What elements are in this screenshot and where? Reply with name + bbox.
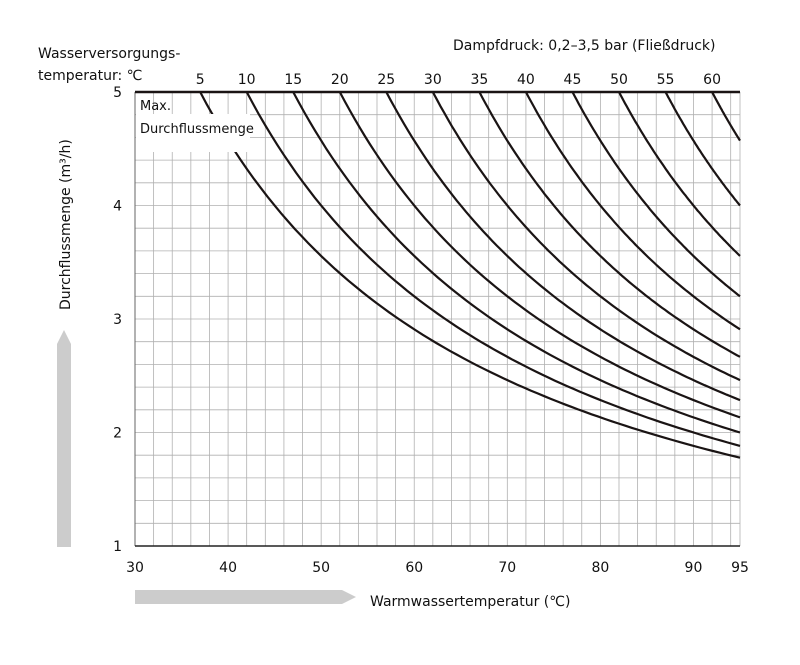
steam-pressure-title: Dampfdruck: 0,2–3,5 bar (Fließdruck)	[453, 38, 715, 54]
y-axis-label: Durchflussmenge (m³/h)	[58, 139, 74, 310]
supply-temp-label: 15	[284, 72, 302, 88]
x-tick-label: 90	[685, 560, 703, 576]
supply-temp-label: 50	[610, 72, 628, 88]
annotation-line1: Max.	[140, 99, 171, 114]
x-tick-label: 40	[219, 560, 237, 576]
supply-temp-label: 10	[238, 72, 256, 88]
supply-temp-label: 30	[424, 72, 442, 88]
y-tick-label: 3	[113, 312, 122, 328]
annotation-line2: Durchflussmenge	[140, 122, 254, 137]
x-tick-label: 80	[591, 560, 609, 576]
supply-temp-label: 55	[657, 72, 675, 88]
x-tick-label: 95	[731, 560, 749, 576]
supply-temp-label: 40	[517, 72, 535, 88]
x-tick-label: 70	[498, 560, 516, 576]
y-tick-label: 4	[113, 199, 122, 215]
y-tick-label: 2	[113, 426, 122, 442]
supply-temp-label: 60	[703, 72, 721, 88]
curve-supply-40	[524, 91, 741, 331]
curve-supply-5	[199, 91, 741, 459]
curve-supply-30	[431, 91, 741, 382]
y-tick-label: 5	[113, 85, 122, 101]
curve-supply-35	[478, 91, 741, 358]
y-tick-label: 1	[113, 539, 122, 555]
x-axis-label: Warmwassertemperatur (℃)	[370, 594, 570, 610]
curve-supply-55	[664, 91, 741, 207]
x-tick-label: 60	[405, 560, 423, 576]
curve-supply-45	[571, 91, 741, 298]
supply-temp-label: 45	[564, 72, 582, 88]
y-axis-arrow-icon	[57, 330, 71, 547]
curve-supply-60	[711, 91, 741, 142]
supply-temp-label: 35	[470, 72, 488, 88]
curve-supply-50	[618, 91, 741, 257]
grid	[135, 92, 741, 546]
curves	[199, 91, 741, 459]
x-axis-arrow-icon	[135, 590, 356, 604]
supply-temp-title-1: Wasserversorgungs-	[38, 46, 180, 62]
supply-temp-title-2: temperatur: ℃	[38, 68, 142, 84]
supply-temp-label: 25	[377, 72, 395, 88]
x-tick-label: 30	[126, 560, 144, 576]
curve-supply-20	[338, 91, 741, 419]
curve-supply-15	[292, 91, 741, 434]
annotation-bg	[136, 114, 250, 152]
curve-supply-10	[245, 91, 741, 447]
supply-temp-label: 5	[196, 72, 205, 88]
supply-temp-label: 20	[331, 72, 349, 88]
curve-supply-25	[385, 91, 741, 402]
x-tick-label: 50	[312, 560, 330, 576]
